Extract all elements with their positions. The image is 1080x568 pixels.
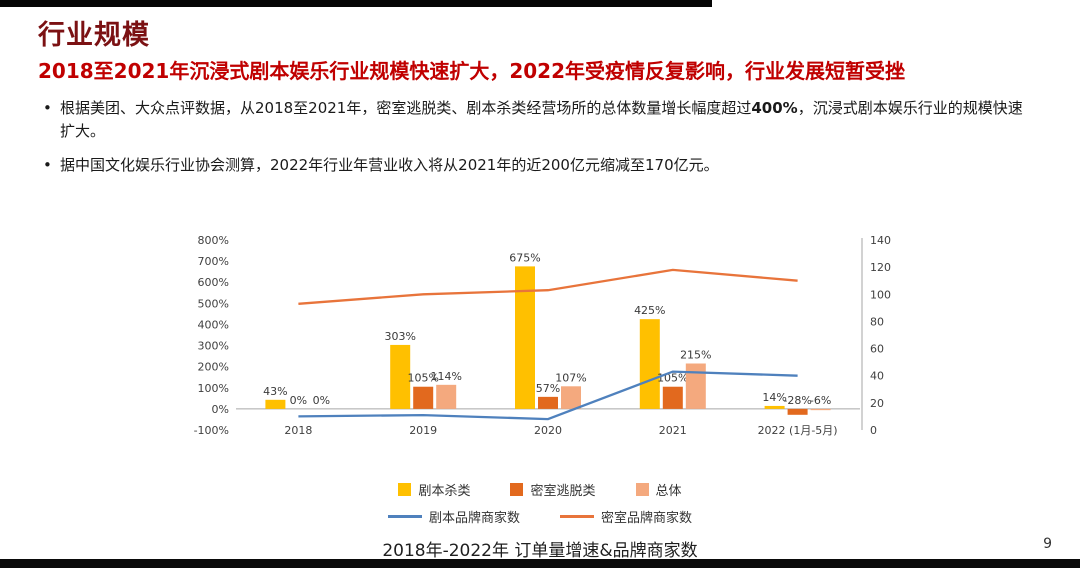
legend-item-bar: 总体 — [635, 480, 682, 499]
left-axis-tick: 500% — [198, 297, 229, 310]
right-axis-tick: 80 — [870, 315, 884, 328]
category-label: 2019 — [409, 424, 437, 437]
data-label: 105% — [407, 372, 438, 385]
data-label: 107% — [555, 371, 586, 384]
legend-item-bar: 剧本杀类 — [398, 480, 470, 499]
chart-caption: 2018年-2022年 订单量增速&品牌商家数 — [382, 541, 698, 561]
left-axis-tick: 100% — [198, 382, 229, 395]
subtitle: 2018至2021年沉浸式剧本娱乐行业规模快速扩大，2022年受疫情反复影响，行… — [38, 59, 905, 83]
category-label: 2020 — [534, 424, 562, 437]
left-axis-tick: 200% — [198, 361, 229, 374]
line-series — [298, 370, 798, 421]
bar — [515, 266, 535, 409]
bar — [685, 363, 706, 409]
legend-label: 总体 — [655, 484, 682, 499]
chart: 800% 700% 600% 500% 400% 300% 200% 100% 0% -100% 1… — [168, 230, 912, 561]
data-label: 14% — [762, 391, 786, 404]
bullet-text: 根据美团、大众点评数据，从2018至2021年，密室逃脱类、剧本杀类经营场所的总… — [60, 99, 752, 117]
left-axis-tick: 600% — [198, 276, 229, 289]
page-title: 行业规模 — [38, 20, 150, 51]
bar — [538, 396, 558, 409]
legend-label: 剧本杀类 — [418, 484, 471, 499]
right-axis-tick: 140 — [870, 234, 891, 247]
chart-legend: 剧本杀类 密室逃脱类 总体剧本品牌商家数 密室品牌商家数 — [168, 480, 912, 526]
legend-item-line: 密室品牌商家数 — [560, 507, 692, 526]
data-label: 0% — [290, 394, 307, 407]
line-series — [298, 268, 798, 305]
data-label: 675% — [509, 251, 540, 264]
bottom-black-bar — [0, 559, 1080, 568]
bullet-text: 据中国文化娱乐行业协会测算，2022年行业年营业收入将从2021年的近200亿元… — [60, 156, 719, 174]
bar — [413, 386, 434, 409]
bullet-list: 根据美团、大众点评数据，从2018至2021年，密室逃脱类、剧本杀类经营场所的总… — [38, 97, 1054, 177]
right-axis-tick: 40 — [870, 370, 884, 383]
data-label: -28% — [783, 394, 811, 407]
bullet-item-1: 根据美团、大众点评数据，从2018至2021年，密室逃脱类、剧本杀类经营场所的总… — [38, 97, 1033, 142]
data-label: 114% — [430, 370, 461, 383]
right-axis-tick: 0 — [870, 424, 877, 437]
legend-label: 剧本品牌商家数 — [428, 511, 520, 526]
right-axis-tick: 60 — [870, 343, 884, 356]
bar — [662, 386, 683, 409]
data-label: 425% — [634, 304, 665, 317]
data-label: 0% — [313, 394, 330, 407]
left-axis-tick: -100% — [194, 424, 229, 437]
legend-label: 密室品牌商家数 — [601, 511, 693, 526]
data-label: 57% — [536, 382, 560, 395]
top-black-bar — [0, 0, 712, 7]
right-axis-tick: 120 — [870, 261, 891, 274]
data-label: 43% — [263, 385, 287, 398]
legend-item-line: 剧本品牌商家数 — [387, 507, 520, 526]
legend-item-bar: 密室逃脱类 — [510, 480, 596, 499]
bar — [436, 384, 457, 409]
bar — [265, 399, 286, 409]
bullet-text: ，沉浸式剧本娱乐行业的规模快速扩大。 — [60, 99, 1023, 140]
legend-swatch-square — [510, 483, 524, 496]
slide-content: 行业规模 2018至2021年沉浸式剧本娱乐行业规模快速扩大，2022年受疫情反… — [38, 13, 1054, 189]
legend-swatch-square — [635, 483, 649, 496]
legend-row: 剧本品牌商家数 密室品牌商家数 — [387, 507, 692, 526]
combo-chart: 800%700%600%500%400%300%200%100%0%-100%1… — [194, 234, 891, 437]
left-axis-tick: 700% — [198, 255, 229, 268]
legend-swatch-line — [560, 515, 594, 518]
category-label: 2018 — [284, 424, 312, 437]
bullet-item-2: 据中国文化娱乐行业协会测算，2022年行业年营业收入将从2021年的近200亿元… — [38, 154, 1033, 177]
left-axis-tick: 300% — [198, 340, 229, 353]
data-label: 105% — [657, 372, 688, 385]
category-label: 2022 (1月-5月) — [758, 424, 838, 437]
legend-row: 剧本杀类 密室逃脱类 总体 — [398, 480, 682, 499]
bullet-highlight: 400% — [751, 99, 798, 117]
left-axis-tick: 0% — [212, 403, 229, 416]
bar — [810, 408, 831, 411]
legend-swatch-line — [387, 515, 422, 518]
left-axis-tick: 800% — [198, 234, 229, 247]
data-label: -6% — [810, 394, 831, 407]
legend-label: 密室逃脱类 — [530, 484, 596, 499]
data-label: 303% — [384, 330, 415, 343]
legend-swatch-square — [398, 483, 412, 496]
category-label: 2021 — [659, 424, 687, 437]
left-axis-tick: 400% — [198, 318, 229, 331]
bar — [390, 344, 411, 409]
right-axis-tick: 100 — [870, 288, 891, 301]
bar — [787, 408, 808, 415]
bar — [764, 405, 785, 409]
right-axis-tick: 20 — [870, 397, 884, 410]
data-label: 215% — [680, 349, 711, 362]
bar — [561, 386, 581, 409]
bar — [639, 319, 660, 409]
page-number: 9 — [1043, 536, 1052, 552]
